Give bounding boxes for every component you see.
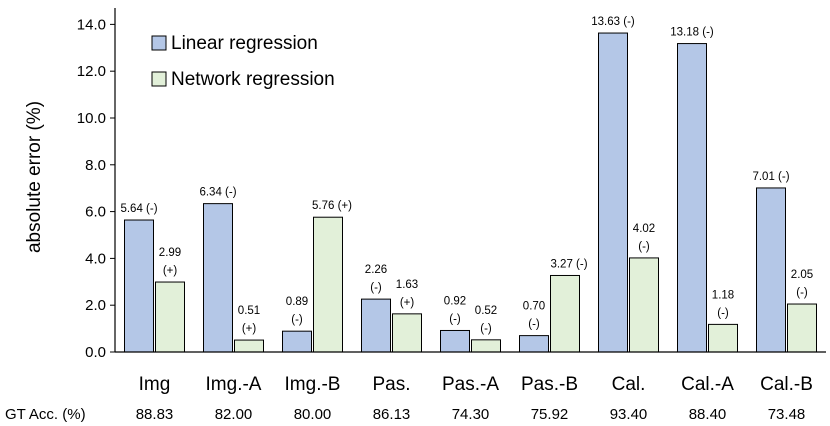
bar-value-label: 0.51 [238, 305, 260, 317]
legend-label: Network regression [171, 69, 335, 90]
gt-accuracy-value: 75.92 [531, 406, 569, 423]
bar-value-label: 13.18 (-) [670, 27, 714, 39]
bar-linear [124, 219, 154, 353]
y-tick-label: 8.0 [85, 157, 106, 174]
bar-value-label: 13.63 (-) [591, 16, 635, 28]
bar-sign-label: (+) [242, 323, 257, 335]
bar-sign-label: (-) [796, 287, 808, 299]
bar-network [550, 274, 580, 353]
x-tick-label: Cal. [612, 374, 646, 395]
x-tick-labels: Img Img.-A Img.-B Pas. Pas.-A Pas.-B Cal. Cal.-… [139, 374, 813, 395]
bar-value-label: 4.02 [633, 223, 655, 235]
x-tick-label: Pas.-A [442, 374, 499, 395]
bars [124, 32, 817, 353]
bar-sign-label: (-) [528, 319, 540, 331]
x-tick-label: Img [139, 374, 171, 395]
bar-value-label: 5.76 (+) [312, 200, 352, 212]
bar-value-label: 0.70 [523, 301, 545, 313]
bar-network [471, 339, 501, 353]
x-tick-label: Pas.-B [521, 374, 578, 395]
bar-linear [756, 187, 786, 353]
bar-linear [203, 203, 233, 353]
bar-linear [282, 330, 312, 353]
y-ticks: 0.0 2.0 4.0 6.0 8.0 10.0 12.0 14.0 [77, 16, 115, 361]
x-tick-label: Cal.-B [760, 374, 813, 395]
bar-network [392, 313, 422, 353]
bar-sign-label: (+) [400, 297, 415, 309]
bar-sign-label: (+) [163, 265, 178, 277]
bar-value-label: 0.92 [444, 295, 466, 307]
bar-network [787, 303, 817, 353]
y-tick-label: 6.0 [85, 204, 106, 221]
bar-linear [361, 298, 391, 353]
y-tick-label: 4.0 [85, 250, 106, 267]
y-tick-label: 14.0 [77, 16, 106, 33]
x-tick-label: Img.-B [285, 374, 341, 395]
y-tick-label: 2.0 [85, 297, 106, 314]
bar-sign-label: (-) [291, 314, 303, 326]
bar-sign-label: (-) [638, 241, 650, 253]
bar-network [155, 281, 185, 353]
bar-value-label: 0.52 [475, 305, 497, 317]
x-tick-label: Img.-A [206, 374, 262, 395]
gt-accuracy-value: 74.30 [452, 406, 490, 423]
bar-value-label: 5.64 (-) [120, 203, 157, 215]
bar-value-label: 1.18 [712, 289, 734, 301]
bar-linear [440, 329, 470, 353]
legend-label: Linear regression [171, 33, 318, 54]
y-tick-label: 10.0 [77, 110, 106, 127]
bar-linear [598, 32, 628, 353]
legend: Linear regression Network regression [151, 33, 335, 90]
bar-value-label: 2.05 [791, 269, 813, 281]
y-axis-title: absolute error (%) [24, 101, 45, 253]
bar-sign-label: (-) [449, 313, 461, 325]
y-tick-label: 12.0 [77, 63, 106, 80]
bar-network [629, 257, 659, 353]
bar-value-label: 1.63 [396, 279, 418, 291]
gt-accuracy-row: GT Acc. (%) 88.83 82.00 80.00 86.13 74.30 75.… [5, 406, 805, 423]
bar-value-label: 3.27 (-) [550, 258, 587, 270]
legend-swatch [151, 71, 167, 87]
gt-accuracy-value: 80.00 [294, 406, 332, 423]
bar-sign-label: (-) [717, 307, 729, 319]
bar-network [313, 216, 343, 353]
bar-value-labels: 5.64 (-) 2.99 (+) 6.34 (-) 0.51 (+) 0.89 (-) 5.7… [120, 16, 813, 335]
bar-value-label: 7.01 (-) [752, 171, 789, 183]
gt-accuracy-label: GT Acc. (%) [5, 406, 86, 423]
bar-sign-label: (-) [370, 282, 382, 294]
bar-network [708, 323, 738, 353]
gt-accuracy-value: 88.83 [136, 406, 174, 423]
bar-network [234, 339, 264, 353]
gt-accuracy-value: 86.13 [373, 406, 411, 423]
x-tick-label: Pas. [372, 374, 410, 395]
bar-linear [677, 43, 707, 353]
gt-accuracy-value: 88.40 [689, 406, 727, 423]
bar-sign-label: (-) [480, 323, 492, 335]
legend-swatch [151, 35, 167, 51]
x-tick-label: Cal.-A [681, 374, 734, 395]
gt-accuracy-value: 73.48 [768, 406, 806, 423]
bar-value-label: 2.26 [365, 264, 387, 276]
bar-value-label: 6.34 (-) [199, 187, 236, 199]
bar-linear [519, 335, 549, 353]
gt-accuracy-value: 82.00 [215, 406, 253, 423]
bar-value-label: 0.89 [286, 296, 308, 308]
y-tick-label: 0.0 [85, 344, 106, 361]
bar-value-label: 2.99 [159, 247, 181, 259]
gt-accuracy-value: 93.40 [610, 406, 648, 423]
